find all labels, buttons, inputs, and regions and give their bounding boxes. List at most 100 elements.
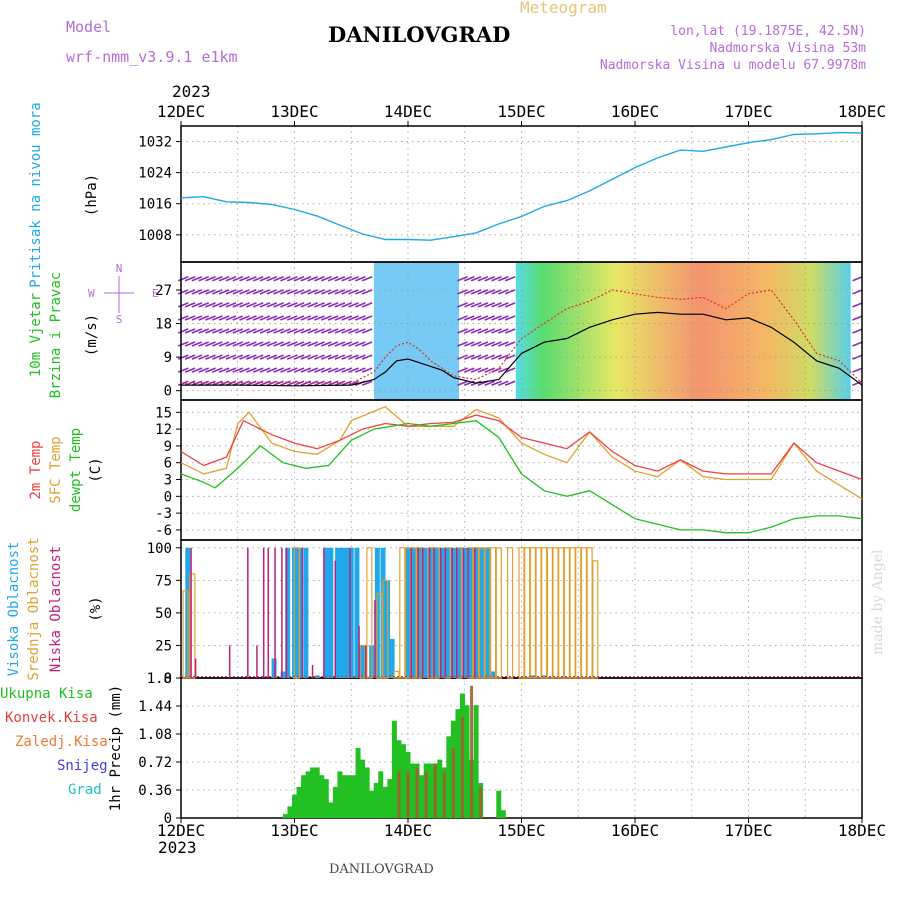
wind-barb xyxy=(198,315,209,321)
precip-bar-total xyxy=(287,806,293,818)
wind-barb xyxy=(218,289,230,295)
wind-barb xyxy=(266,354,278,360)
wind-barb xyxy=(457,380,468,386)
y-tick-label: 0 xyxy=(164,671,172,687)
cloud-bar-mid xyxy=(473,547,480,679)
y-tick-label: 1032 xyxy=(138,135,172,151)
cloud-unit: (%) xyxy=(88,596,104,621)
cloud-bar-high xyxy=(348,547,354,678)
cloud-bar-mid xyxy=(529,547,536,679)
wind-barb xyxy=(232,367,244,373)
wind-barb xyxy=(246,289,257,295)
cloud-bar-mid xyxy=(546,547,553,679)
y-tick-label: 0 xyxy=(164,811,172,827)
wind-barb xyxy=(491,341,502,347)
wind-barb xyxy=(498,367,509,373)
wind-barb xyxy=(252,367,264,373)
precip-bar-total xyxy=(346,775,352,818)
wind-barb xyxy=(184,328,196,334)
wind-barb xyxy=(361,341,373,347)
wind-barb xyxy=(191,302,203,308)
wind-barb xyxy=(314,328,325,334)
wind-barb xyxy=(273,328,284,334)
wind-barb xyxy=(177,354,189,360)
cloud-bar-mid xyxy=(495,547,502,679)
wind-barb xyxy=(498,276,509,282)
wind-barb xyxy=(212,328,223,334)
precip-bar-total xyxy=(292,794,297,818)
wind-barb xyxy=(177,315,189,321)
wind-barb xyxy=(484,367,496,373)
wind-barb xyxy=(355,276,366,282)
wind-barb xyxy=(259,276,271,282)
wind-barb xyxy=(477,367,489,373)
wind-barb xyxy=(320,276,332,282)
wind-barb xyxy=(205,341,216,347)
wind-barb xyxy=(334,328,346,334)
x-tick-label-bottom: 12DEC xyxy=(157,821,205,840)
cloud-bar-high xyxy=(389,638,395,678)
wind-barb xyxy=(320,354,332,360)
wind-barb xyxy=(184,367,196,373)
wind-barb xyxy=(293,276,305,282)
elevation-label: Nadmorska Visina 53m xyxy=(709,41,866,56)
wind-barb xyxy=(361,302,373,308)
wind-barb xyxy=(218,302,230,308)
wind-barb xyxy=(273,354,284,360)
precip-bar-convective xyxy=(442,771,446,818)
precip-legend-item: Konvek.Kisa xyxy=(5,710,98,726)
precip-bar-convective xyxy=(479,786,483,818)
wind-barb xyxy=(504,354,516,360)
wind-barb xyxy=(457,328,468,334)
wind-barb xyxy=(470,289,482,295)
wind-barb xyxy=(361,315,373,321)
wind-barb xyxy=(477,315,489,321)
wind-barb xyxy=(327,289,339,295)
cloud-low-title: Niska Oblacnost xyxy=(48,546,64,672)
wind-barb xyxy=(266,341,278,347)
wind-barb xyxy=(307,341,318,347)
wind-barb xyxy=(246,315,257,321)
precip-legend-item: Snijeg xyxy=(57,758,108,774)
precip-bar-total xyxy=(378,771,384,818)
wind-barb xyxy=(246,276,257,282)
cloud-bar-high xyxy=(405,547,411,678)
wind-barb xyxy=(184,315,196,321)
wind-barb xyxy=(280,276,291,282)
wind-barb xyxy=(198,367,209,373)
y-tick-label: 3 xyxy=(164,473,172,489)
wind-barb xyxy=(361,380,373,386)
wind-barb xyxy=(348,328,359,334)
wind-barb xyxy=(205,328,216,334)
wind-barb xyxy=(477,302,489,308)
wind-barb xyxy=(852,276,863,282)
wind-barb xyxy=(348,289,359,295)
wind-barb xyxy=(266,276,278,282)
cloud-bar-mid xyxy=(189,573,196,679)
cloud-bar-mid xyxy=(580,547,588,679)
wind-barb xyxy=(314,380,325,386)
wind-barb xyxy=(852,354,863,360)
wind-barb xyxy=(293,341,305,347)
precip-bar-total xyxy=(323,779,329,818)
precip-bar-total xyxy=(332,786,338,818)
wind-barb xyxy=(280,341,291,347)
wind-barb xyxy=(327,354,339,360)
wind-barb xyxy=(218,328,230,334)
wind-barb xyxy=(341,276,353,282)
wind-barb xyxy=(484,302,496,308)
wind-barb xyxy=(239,354,250,360)
temp-2m-title: 2m Temp xyxy=(28,440,44,499)
wind-barb xyxy=(491,289,502,295)
y-tick-label: 15 xyxy=(155,405,172,421)
wind-barb xyxy=(266,289,278,295)
x-tick-label-top: 15DEC xyxy=(497,102,545,121)
precip-bar-convective xyxy=(415,767,419,818)
wind-barb xyxy=(334,367,346,373)
wind-barb xyxy=(177,341,189,347)
wind-barb xyxy=(280,328,291,334)
wind-barb xyxy=(498,354,509,360)
cloud-bar-high xyxy=(335,547,341,678)
wind-barb xyxy=(457,302,468,308)
wind-barb xyxy=(266,380,278,386)
